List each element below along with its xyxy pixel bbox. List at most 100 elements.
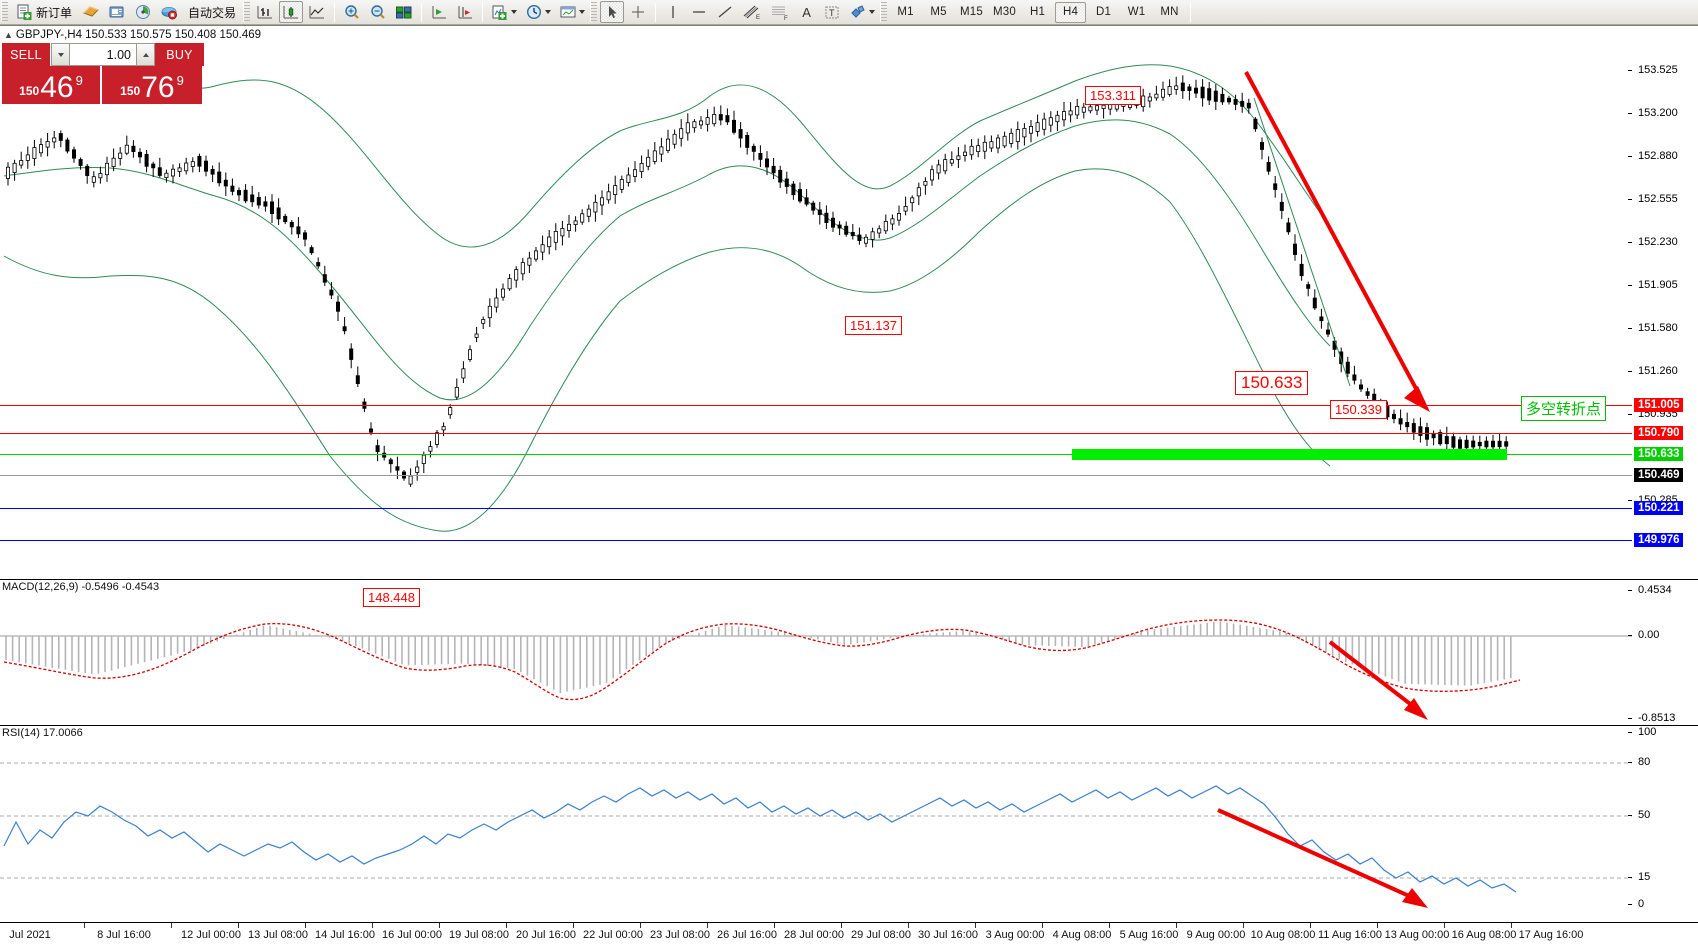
toolbar-grip-3[interactable] (590, 2, 598, 22)
macd-label: MACD(12,26,9) -0.5496 -0.4543 (2, 581, 160, 593)
collapse-icon[interactable]: ▲ (4, 30, 13, 40)
templates-icon[interactable] (556, 1, 588, 23)
price-level-label-150-221[interactable]: 150.221 (1634, 501, 1683, 515)
timeframe-button-h1[interactable]: H1 (1022, 2, 1053, 23)
time-axis[interactable]: Jul 2021 8 Jul 16:00 12 Jul 00:00 13 Jul 08… (0, 922, 1698, 948)
fibonacci-icon[interactable]: F (767, 1, 793, 23)
time-axis-tick: 9 Aug 00:00 (1186, 929, 1246, 941)
timeframe-button-mn[interactable]: MN (1154, 2, 1185, 23)
periods-icon[interactable] (522, 1, 554, 23)
volume-stepper[interactable]: 1.00 (51, 43, 155, 66)
time-axis-tick: 16 Aug 08:00 (1451, 929, 1517, 941)
toolbar-grip-2[interactable] (243, 2, 251, 22)
time-axis-tick: 29 Jul 08:00 (851, 929, 911, 941)
price-level-label-151-005[interactable]: 151.005 (1634, 398, 1683, 412)
timeframe-button-m5[interactable]: M5 (923, 2, 954, 23)
price-axis-tick: 151.260 (1628, 365, 1678, 377)
volume-increase-button[interactable] (136, 43, 155, 66)
cursor-icon[interactable] (600, 1, 625, 23)
time-axis-separator (171, 923, 172, 928)
toolbar-separator-1 (334, 2, 336, 22)
horizontal-level-line-149-976[interactable] (0, 538, 1641, 544)
time-axis-tick: 14 Jul 16:00 (315, 929, 375, 941)
expert-advisors-icon[interactable] (79, 1, 103, 23)
text-icon[interactable]: A (802, 4, 811, 20)
price-pane[interactable]: 153.311 151.137 148.448 150.633 150.339 多空转折点… (0, 26, 1698, 764)
support-zone-band[interactable] (1072, 449, 1507, 460)
price-level-label-150-469[interactable]: 150.469 (1634, 468, 1683, 482)
rsi-label: RSI(14) 17.0066 (2, 727, 83, 739)
chart-annotation[interactable]: 153.311 (1085, 86, 1142, 105)
templates-dropdown-icon[interactable] (579, 10, 586, 14)
autotrading-button[interactable]: 自动交易 (183, 1, 241, 23)
vertical-line-icon[interactable] (661, 1, 685, 23)
sell-price[interactable]: 150 46 9 (2, 66, 102, 104)
one-click-trading-panel[interactable]: SELL 1.00 BUY 150 46 9 150 76 9 (2, 43, 204, 104)
terminal-icon[interactable] (392, 1, 416, 23)
current-price-line (0, 475, 1632, 476)
timeframe-button-m15[interactable]: M15 (956, 2, 987, 23)
macd-canvas (0, 619, 1632, 720)
time-axis-tick: 4 Aug 08:00 (1052, 929, 1112, 941)
price-level-label-150-633[interactable]: 150.633 (1634, 447, 1683, 461)
time-axis-tick: 3 Aug 00:00 (985, 929, 1045, 941)
shapes-icon[interactable] (846, 1, 878, 23)
indicators-icon[interactable] (488, 1, 520, 23)
shapes-dropdown-icon[interactable] (869, 10, 876, 14)
timeframe-button-h4[interactable]: H4 (1055, 1, 1087, 23)
price-axis[interactable]: 153.525 153.200 152.880 152.555 152.230 151.9… (1628, 26, 1698, 764)
time-axis-tick: 16 Jul 00:00 (382, 929, 442, 941)
news-icon[interactable] (105, 1, 129, 23)
crosshair-icon[interactable] (626, 1, 650, 23)
volume-input[interactable]: 1.00 (70, 43, 136, 66)
toolbar-separator-5 (1190, 2, 1192, 22)
horizontal-level-line-150-221[interactable] (0, 506, 1641, 512)
time-axis-tick: 28 Jul 00:00 (784, 929, 844, 941)
chart-annotation[interactable]: 多空转折点 (1521, 396, 1607, 421)
chart-annotation[interactable]: 150.339 (1330, 400, 1387, 419)
text-label-icon[interactable]: T (820, 1, 844, 23)
chart-window[interactable]: 153.311 151.137 148.448 150.633 150.339 多空转折点… (0, 25, 1698, 948)
price-level-label-150-790[interactable]: 150.790 (1634, 426, 1683, 440)
equidistant-channel-icon[interactable]: E (739, 1, 765, 23)
signals-icon[interactable] (131, 1, 155, 23)
sell-price-pips: 46 (40, 71, 74, 104)
zoom-in-icon[interactable] (340, 1, 364, 23)
price-level-label-149-976[interactable]: 149.976 (1634, 533, 1683, 547)
time-axis-separator (1444, 923, 1445, 928)
new-order-button[interactable]: 新订单 (11, 1, 77, 23)
chart-shift-icon[interactable] (427, 1, 451, 23)
buy-price-big-figure: 150 (120, 84, 141, 98)
line-chart-icon[interactable] (305, 1, 329, 23)
volume-decrease-button[interactable] (51, 43, 70, 66)
market-icon[interactable] (157, 1, 181, 23)
timeframe-button-d1[interactable]: D1 (1088, 2, 1119, 23)
chart-annotation[interactable]: 150.633 (1235, 371, 1309, 395)
horizontal-level-line-151-005[interactable] (0, 403, 1641, 409)
bar-chart-icon[interactable] (253, 1, 277, 23)
indicators-dropdown-icon[interactable] (511, 10, 518, 14)
periods-dropdown-icon[interactable] (545, 10, 552, 14)
timeframe-button-m1[interactable]: M1 (890, 2, 921, 23)
buy-button[interactable]: BUY (155, 43, 204, 66)
rsi-pane[interactable]: RSI(14) 17.0066 100 80 50 15 0 (0, 725, 1698, 923)
zoom-out-icon[interactable] (366, 1, 390, 23)
candlestick-chart-icon[interactable] (279, 1, 304, 23)
chart-annotation[interactable]: 151.137 (845, 316, 902, 335)
toolbar-grip[interactable] (1, 2, 8, 22)
timeframe-button-m30[interactable]: M30 (989, 2, 1020, 23)
chart-annotation[interactable]: 148.448 (363, 588, 420, 607)
time-axis-separator (1377, 923, 1378, 928)
time-axis-separator (1176, 923, 1177, 928)
time-axis-separator (1243, 923, 1244, 928)
trendline-icon[interactable] (713, 1, 737, 23)
macd-pane[interactable]: MACD(12,26,9) -0.5496 -0.4543 0.4534 0.00… (0, 579, 1698, 725)
horizontal-level-line-150-790[interactable] (0, 431, 1641, 437)
toolbar-grip-4[interactable] (880, 2, 888, 22)
buy-price[interactable]: 150 76 9 (102, 66, 202, 104)
auto-scroll-icon[interactable] (453, 1, 477, 23)
horizontal-line-icon[interactable] (687, 1, 711, 23)
timeframe-button-w1[interactable]: W1 (1121, 2, 1152, 23)
sell-button[interactable]: SELL (2, 43, 51, 66)
